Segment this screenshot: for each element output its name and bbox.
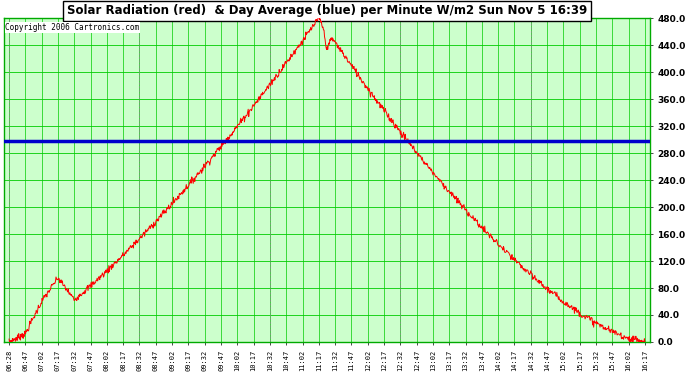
Text: Copyright 2006 Cartronics.com: Copyright 2006 Cartronics.com [6, 23, 139, 32]
Title: Solar Radiation (red)  & Day Average (blue) per Minute W/m2 Sun Nov 5 16:39: Solar Radiation (red) & Day Average (blu… [67, 4, 587, 17]
